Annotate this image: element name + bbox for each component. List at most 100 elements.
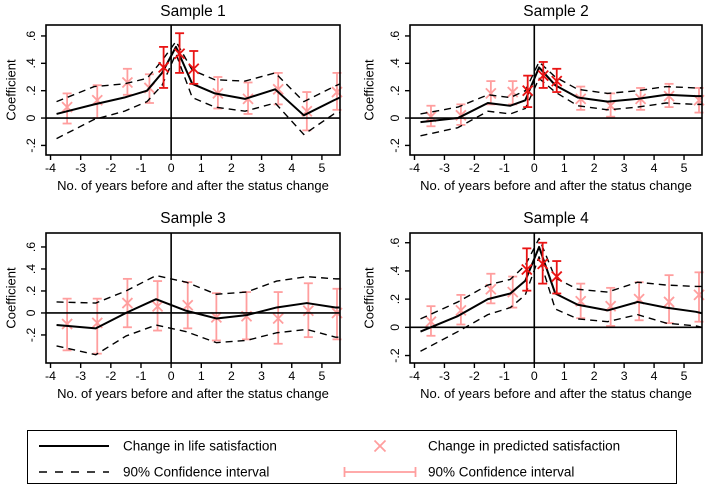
svg-text:4: 4 <box>288 369 295 383</box>
life-satisfaction-line <box>56 45 341 117</box>
ci-upper-line <box>420 61 702 115</box>
legend-item-ci-errorbar: 90% Confidence interval <box>428 464 575 480</box>
svg-text:5: 5 <box>318 161 325 175</box>
predicted-markers-red <box>522 61 563 109</box>
svg-text:-4: -4 <box>45 161 56 175</box>
predicted-markers-pink <box>61 277 343 355</box>
svg-text:.4: .4 <box>388 58 402 68</box>
svg-text:-4: -4 <box>45 369 56 383</box>
svg-text:3: 3 <box>258 369 265 383</box>
svg-text:4: 4 <box>288 161 295 175</box>
y-axis-ticks: .6 .4 .2 0 -.2 <box>24 31 46 153</box>
panel-sample-4: Sample 4 Coefficient -4 -3 -2 -1 0 1 2 3 4 5.6.4.… <box>354 200 709 415</box>
plot-frame <box>45 24 341 156</box>
panel-sample-1: Sample 1 Coefficient -4 -3 -2 -1 0 1 2 3 4 5.6.4.… <box>0 0 354 200</box>
svg-text:2: 2 <box>228 369 235 383</box>
svg-text:0: 0 <box>531 369 538 383</box>
svg-text:3: 3 <box>621 369 628 383</box>
legend-item-predicted-satisfaction: Change in predicted satisfaction <box>428 438 621 454</box>
plot-frame <box>45 232 341 364</box>
svg-text:0: 0 <box>531 161 538 175</box>
plot-svg-sample-1: -4 -3 -2 -1 0 1 2 3 4 5 .6 .4 .2 0 -.2 <box>24 24 343 175</box>
legend-box: Change in life satisfaction 90% Confiden… <box>27 430 677 484</box>
predicted-markers-red <box>157 32 200 89</box>
ci-upper-line <box>420 237 702 320</box>
svg-text:-.2: -.2 <box>388 138 402 153</box>
y-axis-ticks: .6 .4 .2 0 -.2 <box>388 237 410 363</box>
life-satisfaction-line <box>420 66 702 124</box>
svg-text:.6: .6 <box>388 31 402 41</box>
svg-text:.2: .2 <box>24 286 38 296</box>
svg-text:0: 0 <box>168 369 175 383</box>
svg-text:.2: .2 <box>388 294 402 304</box>
svg-text:.2: .2 <box>24 85 38 95</box>
svg-text:.6: .6 <box>24 31 38 41</box>
svg-text:1: 1 <box>198 161 205 175</box>
svg-text:5: 5 <box>318 369 325 383</box>
svg-text:4: 4 <box>651 161 658 175</box>
legend-item-life-satisfaction: Change in life satisfaction <box>123 438 277 454</box>
x-marker-icon <box>372 438 388 454</box>
ci-upper-line <box>56 40 341 103</box>
panel-title: Sample 3 <box>160 210 226 227</box>
solid-line-sample <box>39 443 109 449</box>
svg-text:.6: .6 <box>24 242 38 252</box>
svg-text:-2: -2 <box>469 161 480 175</box>
svg-text:0: 0 <box>24 114 38 121</box>
svg-text:-4: -4 <box>409 161 420 175</box>
svg-text:2: 2 <box>591 369 598 383</box>
svg-text:-4: -4 <box>409 369 420 383</box>
ci-upper-line <box>56 274 340 304</box>
svg-text:.4: .4 <box>24 264 38 274</box>
x-axis-ticks: -4 -3 -2 -1 0 1 2 3 4 5 <box>45 363 325 383</box>
svg-text:-2: -2 <box>105 369 116 383</box>
svg-text:-1: -1 <box>136 369 147 383</box>
svg-text:-3: -3 <box>439 369 450 383</box>
x-axis-title: No. of years before and after the status… <box>57 386 329 401</box>
legend-item-ci-dashed: 90% Confidence interval <box>123 464 270 480</box>
panel-title: Sample 1 <box>160 3 226 20</box>
svg-text:.6: .6 <box>388 237 402 247</box>
x-axis-ticks: -4 -3 -2 -1 0 1 2 3 4 5 <box>409 363 688 383</box>
svg-text:-2: -2 <box>469 369 480 383</box>
svg-text:1: 1 <box>561 369 568 383</box>
svg-text:3: 3 <box>258 161 265 175</box>
x-axis-title: No. of years before and after the status… <box>420 178 692 193</box>
svg-text:-1: -1 <box>499 369 510 383</box>
y-axis-ticks: .6 .4 .2 0 -.2 <box>388 31 410 153</box>
svg-text:-1: -1 <box>499 161 510 175</box>
plot-frame <box>409 232 703 364</box>
ci-lower-line <box>420 256 703 352</box>
svg-text:0: 0 <box>388 114 402 121</box>
svg-text:-3: -3 <box>439 161 450 175</box>
svg-text:-.2: -.2 <box>388 348 402 363</box>
ci-lower-line <box>420 77 702 137</box>
svg-text:-1: -1 <box>136 161 147 175</box>
svg-text:0: 0 <box>388 324 402 331</box>
x-axis-title: No. of years before and after the status… <box>420 386 692 401</box>
svg-text:5: 5 <box>681 369 688 383</box>
panel-sample-2: Sample 2 Coefficient -4 -3 -2 -1 0 1 2 3 4 5.6.4.… <box>354 0 709 200</box>
svg-text:5: 5 <box>681 161 688 175</box>
svg-text:.4: .4 <box>24 58 38 68</box>
svg-text:-2: -2 <box>105 161 116 175</box>
svg-text:-.2: -.2 <box>24 138 38 153</box>
svg-text:3: 3 <box>621 161 628 175</box>
svg-text:0: 0 <box>168 161 175 175</box>
plot-svg-sample-4: -4 -3 -2 -1 0 1 2 3 4 5 .6 .4 .2 0 -.2 <box>388 232 705 383</box>
svg-text:2: 2 <box>591 161 598 175</box>
panel-title: Sample 4 <box>523 210 589 227</box>
predicted-markers-red <box>521 241 563 295</box>
plot-svg-sample-2: -4 -3 -2 -1 0 1 2 3 4 5 .6 .4 .2 0 -.2 <box>388 24 705 175</box>
x-axis-ticks: -4 -3 -2 -1 0 1 2 3 4 5 <box>45 155 325 175</box>
svg-text:-.2: -.2 <box>24 328 38 343</box>
panel-sample-3: Sample 3 Coefficient -4 -3 -2 -1 0 1 2 3 4 5.6.4.… <box>0 200 354 415</box>
y-axis-ticks: .6 .4 .2 0 -.2 <box>24 242 46 342</box>
svg-text:.4: .4 <box>388 266 402 276</box>
panel-title: Sample 2 <box>523 3 589 20</box>
plot-frame <box>409 24 703 156</box>
predicted-markers-pink <box>61 67 343 132</box>
svg-text:1: 1 <box>561 161 568 175</box>
life-satisfaction-line <box>420 245 703 333</box>
